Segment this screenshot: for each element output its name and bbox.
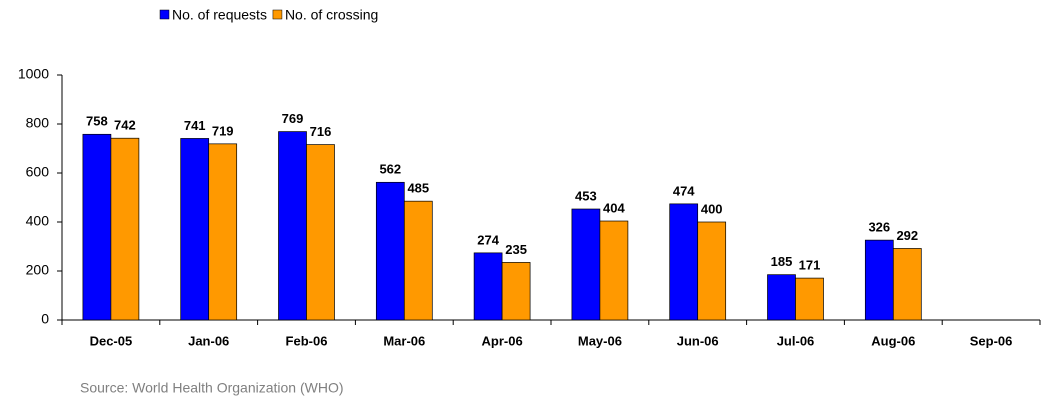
- x-tick-label: Dec-05: [90, 333, 133, 348]
- legend-label: No. of requests: [172, 7, 267, 23]
- bar: [473, 252, 503, 321]
- value-label: 758: [86, 114, 108, 129]
- bar: [501, 262, 531, 321]
- bar: [571, 208, 601, 321]
- value-label: 171: [799, 258, 821, 273]
- bar: [669, 203, 699, 321]
- bar: [180, 138, 210, 321]
- value-label: 716: [310, 124, 332, 139]
- x-tick-label: Jun-06: [677, 333, 719, 348]
- bar: [892, 248, 922, 321]
- bar: [795, 277, 824, 321]
- bar: [375, 181, 405, 321]
- legend-swatch: [272, 9, 283, 20]
- value-label: 453: [575, 188, 597, 203]
- bar: [864, 239, 894, 321]
- y-tick-label: 800: [26, 115, 50, 131]
- value-label: 741: [184, 118, 206, 133]
- value-label: 326: [868, 220, 890, 235]
- x-tick-label: Feb-06: [286, 333, 328, 348]
- source: Source: World Health Organization (WHO): [80, 380, 344, 396]
- bar: [403, 200, 433, 321]
- value-label: 400: [701, 201, 723, 216]
- bar: [110, 137, 140, 321]
- y-tick-label: 0: [41, 311, 49, 327]
- x-tick-label: Apr-06: [482, 333, 523, 348]
- value-label: 742: [114, 118, 136, 133]
- value-label: 404: [603, 200, 625, 215]
- value-label: 185: [771, 254, 793, 269]
- value-label: 562: [379, 162, 401, 177]
- y-tick-label: 200: [26, 262, 50, 278]
- value-label: 769: [282, 111, 304, 126]
- x-tick-label: Sep-06: [970, 333, 1013, 348]
- bar: [208, 143, 238, 321]
- x-tick-label: Aug-06: [871, 333, 915, 348]
- x-tick-label: May-06: [578, 333, 622, 348]
- x-tick-label: Jul-06: [777, 333, 815, 348]
- bar: [278, 131, 307, 321]
- value-label: 274: [477, 232, 499, 247]
- x-tick-label: Jan-06: [188, 333, 229, 348]
- bar: [82, 133, 112, 321]
- bar: [599, 220, 629, 321]
- value-label: 474: [673, 183, 695, 198]
- legend-label: No. of crossing: [285, 7, 378, 23]
- bar: [697, 221, 727, 321]
- value-label: 485: [407, 181, 429, 196]
- bar: [306, 144, 335, 321]
- value-label: 719: [212, 123, 234, 138]
- y-tick-label: 600: [26, 164, 50, 180]
- y-tick-label: 1000: [18, 66, 49, 82]
- y-tick-label: 400: [26, 213, 50, 229]
- x-tick-label: Mar-06: [383, 333, 425, 348]
- legend-swatch: [159, 9, 170, 20]
- value-label: 292: [896, 228, 918, 243]
- value-label: 235: [505, 242, 527, 257]
- bar: [767, 274, 796, 321]
